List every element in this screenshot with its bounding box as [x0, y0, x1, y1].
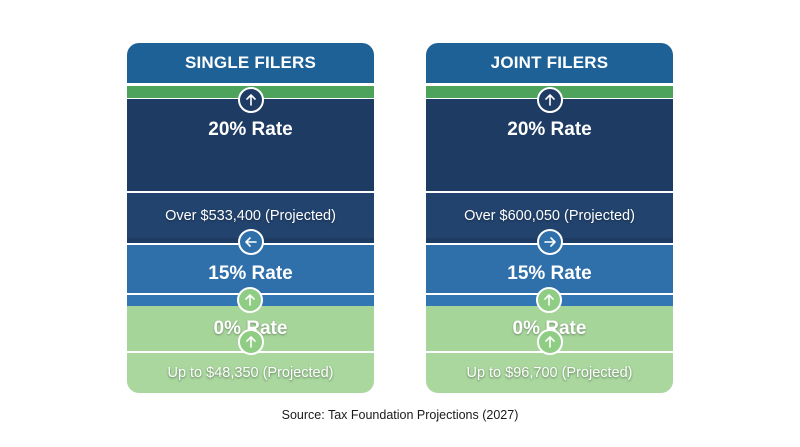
arrow-up-icon	[536, 87, 563, 113]
source-caption: Source: Tax Foundation Projections (2027…	[281, 408, 519, 422]
arrow-up-icon	[536, 329, 563, 355]
divider	[127, 191, 374, 193]
arrow-up-icon	[237, 329, 264, 355]
card-header: SINGLE FILERS	[127, 43, 374, 83]
joint-filers-0-rate: 0% Rate	[426, 306, 673, 351]
divider	[426, 191, 673, 193]
tier-range-label: Up to $96,700 (Projected)	[466, 365, 633, 381]
arrow-up-icon	[536, 287, 562, 313]
card-header: JOINT FILERS	[426, 43, 673, 83]
tier-rate-label: 0% Rate	[512, 317, 587, 339]
tier-20-section: 20% Rate Over $533,400 (Projected)	[127, 99, 374, 243]
joint-filers-0-range: Up to $96,700 (Projected)	[426, 351, 673, 393]
arrow-up-icon	[237, 287, 263, 313]
tier-rate-label: 15% Rate	[208, 263, 293, 284]
tier-rate-label: 20% Rate	[208, 119, 293, 140]
single-filers-0-range: Up to $48,350 (Projected)	[127, 351, 374, 393]
single-filers-0-rate: 0% Rate	[127, 306, 374, 351]
tier-rate-label: 15% Rate	[507, 263, 592, 284]
arrow-right-icon	[536, 229, 563, 255]
arrow-left-icon	[237, 229, 264, 255]
tier-20-section: 20% Rate Over $600,050 (Projected)	[426, 99, 673, 243]
tier-rate-label: 0% Rate	[213, 317, 288, 339]
arrow-up-icon	[237, 87, 264, 113]
tier-range-label: Up to $48,350 (Projected)	[167, 365, 334, 381]
tier-rate-label: 20% Rate	[507, 119, 592, 140]
